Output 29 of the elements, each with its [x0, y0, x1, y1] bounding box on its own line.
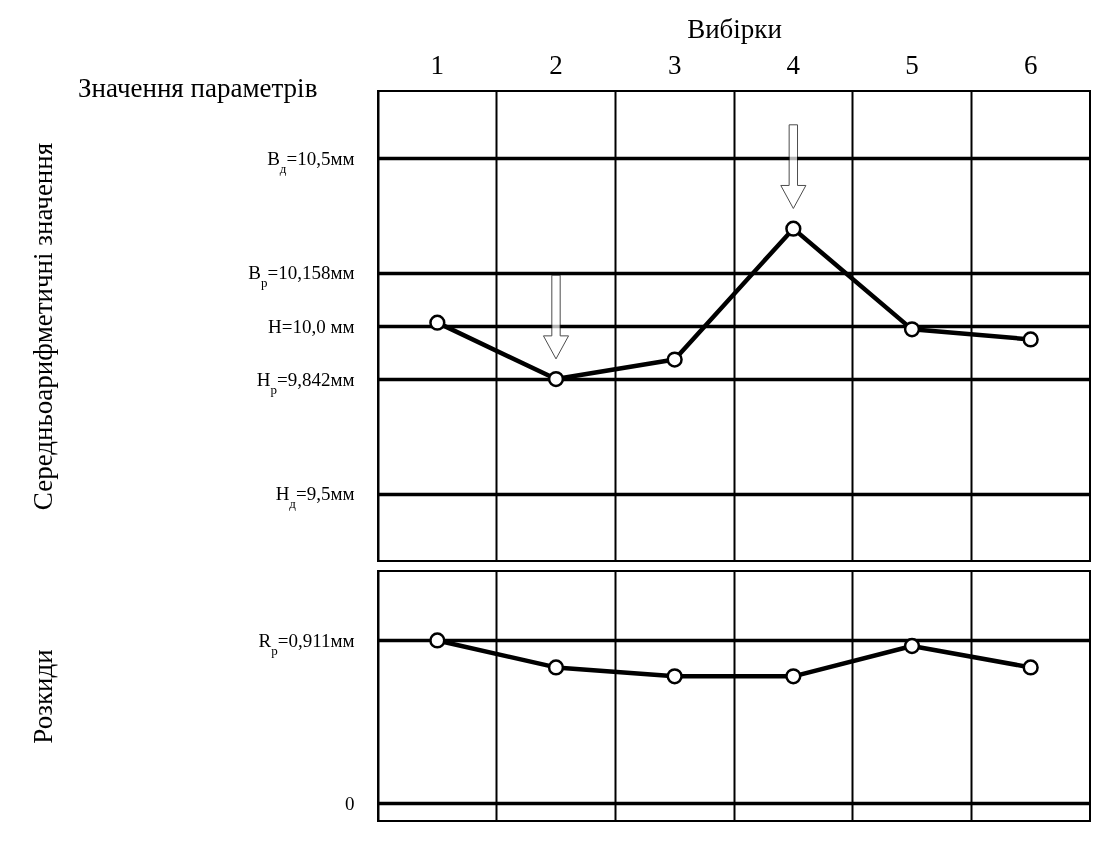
- point: [547, 659, 565, 676]
- x-tick-label: 4: [786, 49, 801, 80]
- point: [547, 370, 565, 388]
- point: [666, 668, 683, 685]
- point: [903, 321, 921, 338]
- y-axis-title: Середньоарифметичні значення: [27, 142, 58, 511]
- y-tick-label: 0: [345, 792, 355, 814]
- y-tick-label: H=10,0 мм: [268, 315, 355, 337]
- x-tick-label: 6: [1023, 49, 1038, 80]
- point: [785, 668, 802, 685]
- x-axis-title: Вибірки: [687, 13, 782, 44]
- point: [429, 632, 446, 649]
- point: [666, 351, 683, 368]
- x-tick-label: 1: [430, 49, 445, 80]
- point: [429, 314, 446, 331]
- chart-title: Значення параметрів: [78, 73, 318, 103]
- y-tick-label: H$_{р}$=9,842мм: [256, 368, 355, 397]
- point: [1022, 659, 1039, 676]
- x-tick-label: 3: [667, 49, 682, 80]
- point: [1022, 331, 1039, 348]
- x-tick-label: 5: [905, 49, 919, 80]
- y-axis-title: Розкиди: [27, 649, 58, 744]
- x-tick-label: 2: [549, 49, 563, 80]
- y-tick-label: B$_{р}$=10,158мм: [248, 262, 355, 290]
- point: [785, 220, 802, 237]
- y-tick-label: B$_{д}$=10,5мм: [267, 147, 355, 176]
- y-tick-label: R$_{р}$=0,911мм: [258, 629, 355, 658]
- point: [903, 637, 921, 655]
- y-tick-label: H$_{д}$=9,5мм: [275, 483, 355, 511]
